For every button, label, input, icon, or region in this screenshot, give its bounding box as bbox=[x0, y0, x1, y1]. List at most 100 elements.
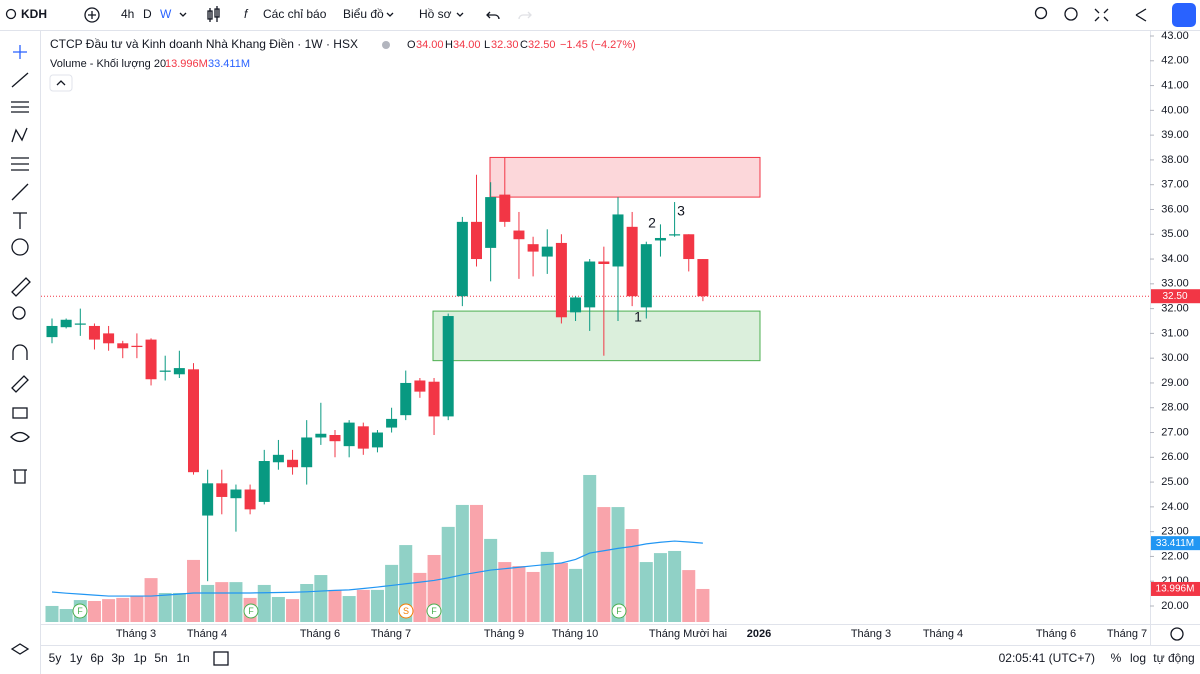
redo[interactable] bbox=[518, 11, 532, 20]
candle-body bbox=[584, 261, 596, 308]
range-button[interactable]: 1p bbox=[133, 651, 147, 665]
time-tick-label: Tháng 6 bbox=[1036, 628, 1076, 640]
range-button[interactable]: 5n bbox=[154, 651, 167, 665]
line-tool[interactable] bbox=[11, 72, 29, 88]
change-value: −1.45 (−4.27%) bbox=[560, 39, 636, 51]
lock-tool[interactable] bbox=[12, 407, 28, 419]
emoji-tool[interactable] bbox=[11, 238, 29, 256]
candle-body bbox=[541, 246, 553, 257]
time-tick-label: 2026 bbox=[747, 628, 771, 640]
measure-tool[interactable] bbox=[11, 277, 31, 297]
annotation: 3 bbox=[677, 203, 685, 219]
range-button[interactable]: 6p bbox=[90, 651, 104, 665]
chart-title: CTCP Đầu tư và Kinh doanh Nhà Khang Điền… bbox=[50, 37, 358, 51]
interval[interactable]: 4h bbox=[121, 7, 134, 21]
chevron[interactable] bbox=[386, 12, 394, 17]
candle-body bbox=[654, 237, 666, 241]
volume-bar bbox=[342, 596, 356, 622]
interval-active[interactable]: W bbox=[160, 7, 172, 21]
volume-bar bbox=[385, 564, 399, 622]
share-icon[interactable] bbox=[1135, 8, 1147, 22]
trash-tool[interactable] bbox=[13, 469, 27, 484]
price-tick-label: 23.00 bbox=[1161, 526, 1189, 538]
drawing-tools bbox=[10, 45, 31, 655]
volume-bar bbox=[455, 504, 469, 622]
candle-body bbox=[244, 489, 256, 510]
candle-body bbox=[471, 221, 482, 260]
candle-body bbox=[131, 345, 143, 348]
candle-body bbox=[74, 323, 86, 325]
auto-toggle[interactable]: tự động bbox=[1153, 651, 1194, 665]
volume-bar bbox=[413, 572, 427, 622]
event-marker bbox=[398, 603, 414, 619]
clock: 02:05:41 (UTC+7) bbox=[999, 651, 1095, 665]
volume-bar bbox=[569, 568, 583, 622]
time-tick-label: Tháng 7 bbox=[1107, 628, 1147, 640]
chevron[interactable] bbox=[179, 12, 187, 17]
percent-toggle[interactable]: % bbox=[1111, 651, 1122, 665]
fullscreen-icon[interactable] bbox=[1094, 8, 1109, 22]
volume-bar bbox=[45, 605, 59, 622]
text-tool[interactable] bbox=[13, 212, 27, 229]
time-tick-label: Tháng 10 bbox=[552, 628, 598, 640]
price-tick-label: 25.00 bbox=[1161, 476, 1189, 488]
volume-bar bbox=[229, 582, 243, 622]
range-button[interactable]: 5y bbox=[49, 651, 62, 665]
layers-tool[interactable] bbox=[10, 643, 30, 655]
time-tick-label: Tháng 3 bbox=[851, 628, 891, 640]
event-marker bbox=[243, 603, 259, 619]
candle-body bbox=[513, 230, 525, 240]
candle-body bbox=[640, 244, 652, 308]
pattern-tool[interactable] bbox=[11, 127, 28, 143]
forecast-tool[interactable] bbox=[11, 157, 29, 171]
brush-tool[interactable] bbox=[11, 183, 29, 201]
compare-button[interactable] bbox=[84, 7, 100, 23]
volume-bar bbox=[158, 592, 172, 622]
axis-settings[interactable] bbox=[1170, 627, 1184, 641]
interval[interactable]: D bbox=[143, 7, 152, 21]
volume-bar bbox=[59, 609, 73, 622]
volume-bar bbox=[611, 507, 625, 622]
range-button[interactable]: 1n bbox=[176, 651, 189, 665]
candle-body bbox=[145, 339, 157, 380]
date-range-icon[interactable] bbox=[213, 651, 229, 666]
close-value: 32.50 bbox=[528, 39, 556, 51]
chevron[interactable] bbox=[456, 12, 464, 17]
range-button[interactable]: 1y bbox=[70, 651, 83, 665]
collapse-button[interactable] bbox=[49, 74, 73, 92]
log-toggle[interactable]: log bbox=[1130, 651, 1146, 665]
price-tick-label: 41.00 bbox=[1161, 79, 1189, 91]
candle-body bbox=[357, 426, 369, 449]
chart-style-icon[interactable] bbox=[207, 6, 220, 22]
zoom-tool[interactable] bbox=[12, 306, 26, 320]
volume-bar bbox=[512, 566, 526, 622]
candle-body bbox=[173, 368, 185, 375]
symbol[interactable]: KDH bbox=[21, 7, 47, 21]
volume-bar bbox=[682, 570, 696, 622]
search-icon[interactable] bbox=[5, 8, 17, 20]
volume-bar bbox=[116, 597, 130, 622]
layout-button[interactable]: Biểu đồ bbox=[343, 7, 384, 21]
range-button[interactable]: 3p bbox=[111, 651, 125, 665]
time-tick-label: Tháng 3 bbox=[116, 628, 156, 640]
volume-bar bbox=[102, 599, 116, 622]
logo[interactable] bbox=[1172, 3, 1196, 27]
eye-tool[interactable] bbox=[10, 431, 30, 443]
fib-tool[interactable] bbox=[11, 101, 29, 113]
candle-body bbox=[188, 369, 199, 473]
undo[interactable] bbox=[486, 11, 500, 20]
magnet-tool[interactable] bbox=[12, 344, 28, 360]
annotation: 1 bbox=[634, 309, 642, 325]
low-value: 32.30 bbox=[491, 39, 519, 51]
zoom-icon[interactable] bbox=[1034, 6, 1048, 20]
settings-icon[interactable] bbox=[1064, 7, 1078, 21]
volume-ma-line bbox=[51, 540, 703, 597]
indicators-button[interactable]: Các chỉ báo bbox=[263, 7, 327, 21]
lock-draw-tool[interactable] bbox=[11, 375, 29, 393]
candle-body bbox=[216, 483, 228, 497]
profile-button[interactable]: Hồ sơ bbox=[419, 7, 452, 21]
candle-body bbox=[697, 259, 709, 297]
event-label: F bbox=[248, 606, 254, 616]
candle-body bbox=[555, 242, 567, 318]
crosshair-tool[interactable] bbox=[13, 45, 27, 59]
